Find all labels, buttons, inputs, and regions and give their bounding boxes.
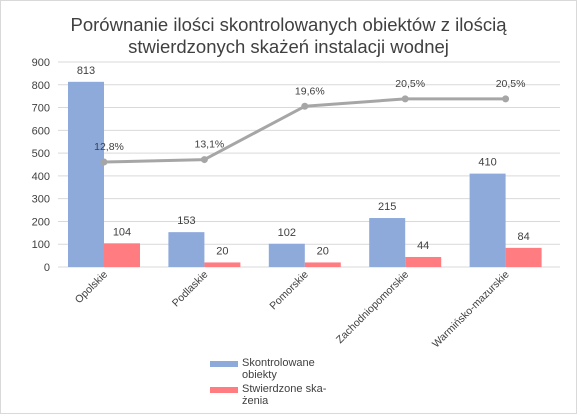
y-tick-label: 600 [32, 125, 50, 137]
y-tick-label: 400 [32, 171, 50, 183]
x-tick-label: Opolskie [73, 269, 110, 306]
chart-title-line-1: Porównanie ilości skontrolowanych obiekt… [70, 14, 507, 35]
legend-item-series-2: Stwierdzone ska- żenia [210, 383, 342, 407]
x-tick-label: Warmińsko-mazurskie [430, 269, 512, 351]
line-marker [401, 95, 409, 103]
y-tick-label: 100 [32, 239, 50, 251]
bar-2 [505, 247, 542, 267]
data-label: 84 [517, 231, 529, 243]
legend-label-series-1-line-1: Skontrolowane [242, 357, 315, 369]
bar-1 [168, 232, 205, 267]
line-marker [200, 156, 208, 164]
legend-label-series-1-line-2: obiekty [242, 369, 277, 381]
data-label: 410 [478, 157, 496, 169]
bar-1 [68, 81, 104, 267]
line-marker [301, 102, 309, 110]
bar-2 [204, 262, 241, 267]
x-tick-label: Zachodniopomorskie [334, 269, 412, 347]
y-tick-label: 200 [32, 216, 50, 228]
data-label: 102 [278, 227, 296, 239]
line-data-label: 19,6% [295, 85, 325, 97]
y-tick-label: 800 [32, 80, 50, 92]
y-tick-label: 700 [32, 103, 50, 115]
line-marker [100, 158, 108, 166]
bar-2 [304, 262, 341, 267]
line-marker [502, 95, 510, 103]
data-label: 20 [216, 245, 228, 257]
bar-2 [405, 256, 442, 267]
line-data-label: 12,8% [94, 141, 124, 153]
bar-2 [104, 243, 140, 267]
line-data-label: 20,5% [395, 78, 425, 90]
legend-label-series-2-line-1: Stwierdzone ska- [242, 383, 327, 395]
legend: Skontrolowane obiekty Stwierdzone ska- ż… [210, 357, 342, 409]
line-data-label: 20,5% [496, 78, 526, 90]
data-label: 215 [378, 201, 396, 213]
chart-title: Porównanie ilości skontrolowanych obiekt… [0, 14, 577, 58]
data-label: 20 [317, 245, 329, 257]
legend-label-series-2: Stwierdzone ska- żenia [242, 383, 342, 407]
y-tick-label: 500 [32, 148, 50, 160]
x-tick-label: Podlaskie [170, 269, 211, 310]
x-tick-label: Pomorskie [267, 269, 311, 313]
bar-1 [369, 218, 406, 267]
bar-1 [268, 243, 305, 267]
legend-label-series-1: Skontrolowane obiekty [242, 357, 342, 381]
y-tick-label: 900 [32, 57, 50, 69]
legend-swatch-series-2 [210, 387, 238, 393]
legend-swatch-series-1 [210, 361, 238, 367]
data-label: 104 [113, 226, 131, 238]
data-label: 153 [177, 215, 195, 227]
legend-label-series-2-line-2: żenia [242, 395, 269, 407]
y-tick-label: 300 [32, 194, 50, 206]
data-label: 44 [417, 240, 429, 252]
line-data-label: 13,1% [195, 139, 225, 151]
data-label: 813 [77, 65, 95, 77]
chart-title-line-2: stwierdzonych skażeń instalacji wodnej [128, 36, 449, 57]
bar-1 [469, 173, 506, 267]
legend-item-series-1: Skontrolowane obiekty [210, 357, 342, 381]
y-tick-label: 0 [44, 262, 50, 274]
